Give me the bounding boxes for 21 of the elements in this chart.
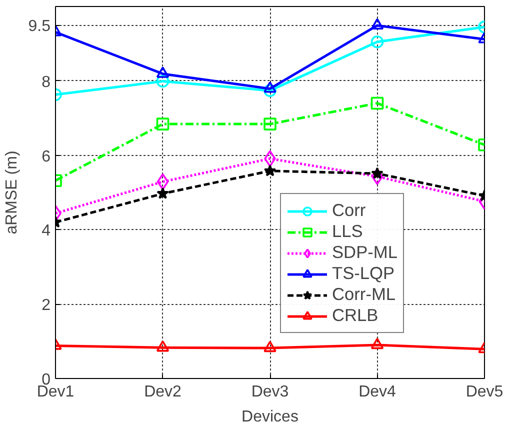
point [264,164,276,176]
y-tick-label: 4 [42,222,51,240]
x-tick-label: Dev3 [251,384,289,400]
legend-label: Corr [332,200,366,221]
point [264,118,276,130]
x-axis-title: Devices [242,408,298,426]
legend-label: SDP-ML [332,242,398,263]
x-tick-label: Dev2 [144,384,182,400]
y-axis-title: aRMSE (m) [3,150,20,234]
y-tick-label: 6 [42,148,51,166]
legend-label: CRLB [332,305,378,326]
legend-label: LLS [332,221,363,242]
x-tick-label: Dev4 [358,384,396,400]
point [264,84,276,97]
y-tick-label: 2 [42,297,51,314]
y-tick-label: 8 [42,74,51,91]
legend-label: TS-LQP [332,263,395,284]
legend-label: Corr-ML [332,284,396,305]
y-tick-label: 9.5 [28,18,51,36]
x-tick-label: Dev5 [466,384,504,400]
point [264,340,276,352]
